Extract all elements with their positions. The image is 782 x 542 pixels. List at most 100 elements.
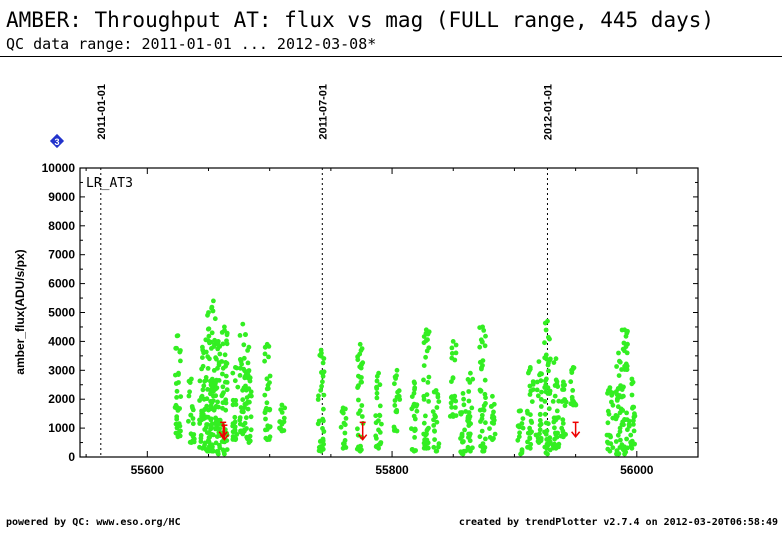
data-point	[546, 360, 551, 366]
data-point	[520, 425, 526, 431]
data-point	[238, 365, 243, 371]
data-point	[537, 412, 543, 417]
data-point	[624, 436, 629, 442]
data-point	[393, 376, 398, 381]
data-point	[224, 387, 230, 393]
data-point	[222, 328, 227, 333]
data-point	[631, 414, 637, 420]
data-point	[460, 439, 466, 445]
data-point	[530, 382, 536, 387]
data-point	[490, 393, 495, 399]
data-point	[615, 386, 621, 392]
data-point	[477, 434, 483, 440]
data-point	[423, 354, 428, 360]
data-point	[359, 379, 364, 385]
data-point	[262, 410, 268, 416]
data-point	[623, 333, 629, 339]
data-point	[174, 345, 180, 351]
data-point	[359, 361, 364, 367]
data-point	[534, 387, 540, 393]
data-point	[243, 383, 248, 389]
y-tick-label: 8000	[48, 219, 75, 233]
data-point	[414, 408, 420, 414]
data-point	[176, 421, 182, 426]
data-point	[357, 341, 363, 347]
data-point	[535, 393, 541, 399]
data-point	[267, 406, 273, 412]
data-point	[204, 403, 210, 409]
data-point	[267, 424, 273, 430]
data-point	[624, 410, 629, 416]
data-point	[265, 386, 271, 391]
data-point	[244, 401, 250, 406]
data-point	[538, 378, 544, 384]
data-point	[210, 398, 216, 403]
data-point	[357, 448, 363, 454]
data-point	[210, 432, 216, 438]
data-point	[449, 345, 455, 351]
data-point	[178, 394, 184, 399]
data-point	[263, 416, 268, 422]
data-point	[244, 395, 250, 400]
data-point	[421, 420, 427, 426]
data-point	[537, 427, 543, 433]
data-point	[424, 392, 430, 397]
data-point	[546, 368, 551, 374]
data-point	[190, 416, 196, 421]
data-point	[205, 366, 211, 371]
data-point	[432, 428, 437, 434]
data-point	[412, 402, 418, 407]
data-point	[356, 397, 361, 403]
data-point	[622, 451, 627, 457]
data-point	[561, 387, 567, 392]
data-point	[560, 429, 566, 435]
limit-arrow-head	[219, 434, 229, 441]
data-point	[483, 333, 488, 339]
data-point	[478, 419, 483, 424]
data-point	[529, 399, 535, 404]
data-point	[187, 389, 193, 395]
data-point	[394, 428, 400, 434]
data-point	[605, 439, 610, 445]
data-point	[377, 382, 383, 388]
data-point	[614, 364, 619, 369]
data-point	[219, 439, 225, 444]
data-point	[619, 367, 624, 372]
data-point	[515, 437, 521, 443]
data-point	[279, 428, 285, 434]
data-point	[617, 425, 623, 431]
data-point	[319, 383, 324, 389]
data-point	[615, 404, 621, 410]
data-point	[481, 403, 487, 408]
data-point	[553, 356, 559, 362]
page-subtitle: QC data range: 2011-01-01 ... 2012-03-08…	[6, 35, 377, 53]
data-point	[211, 344, 217, 349]
data-point	[223, 373, 229, 379]
data-point	[222, 451, 227, 457]
data-point	[568, 379, 574, 385]
data-point	[467, 431, 473, 437]
data-point	[373, 433, 379, 439]
data-point	[203, 349, 209, 355]
limit-arrow-head	[358, 434, 368, 441]
data-point	[543, 352, 549, 358]
data-point	[356, 411, 361, 416]
data-point	[340, 405, 346, 411]
data-point	[433, 388, 439, 393]
data-point	[519, 447, 525, 453]
data-point	[560, 421, 566, 426]
y-tick-label: 4000	[48, 334, 75, 348]
data-point	[570, 402, 576, 408]
data-point	[411, 413, 417, 419]
data-point	[450, 375, 456, 381]
data-point	[204, 396, 210, 402]
data-point	[562, 397, 567, 402]
data-point	[232, 414, 238, 420]
data-point	[174, 404, 180, 410]
data-point	[318, 448, 324, 454]
data-point	[517, 430, 522, 436]
data-point	[516, 434, 522, 440]
data-point	[224, 341, 230, 347]
data-point	[174, 388, 180, 394]
data-point	[244, 426, 249, 431]
